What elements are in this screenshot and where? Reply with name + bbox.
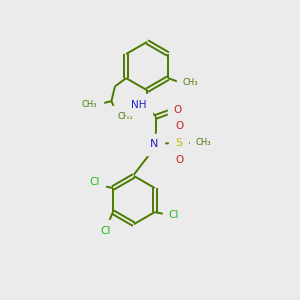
Text: N: N [150,140,159,149]
Text: CH₃: CH₃ [183,78,198,87]
Text: O: O [175,121,183,131]
Text: O: O [175,155,183,165]
Text: CH₃: CH₃ [82,100,98,109]
Text: CH₃: CH₃ [117,112,133,121]
Text: Cl: Cl [168,210,179,220]
Text: NH: NH [131,100,147,110]
Text: Cl: Cl [100,226,111,236]
Text: O: O [174,105,182,115]
Text: Cl: Cl [89,177,100,187]
Text: CH₃: CH₃ [196,138,211,147]
Text: S: S [175,138,182,148]
